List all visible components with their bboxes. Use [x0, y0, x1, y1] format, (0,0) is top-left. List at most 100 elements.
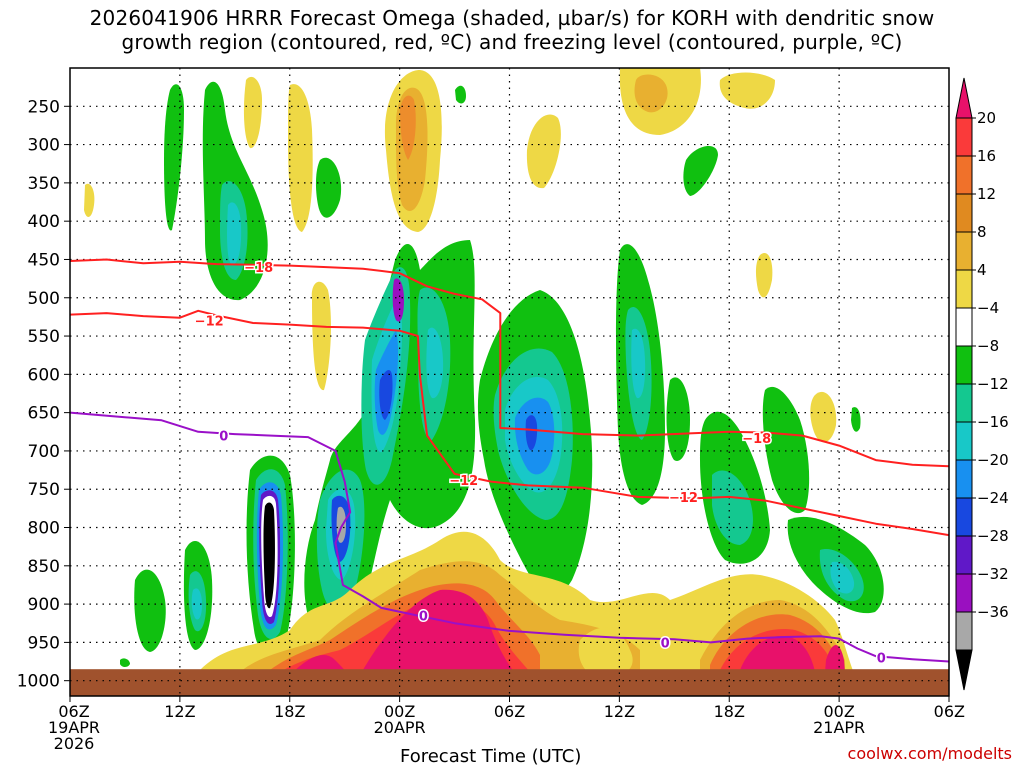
colorbar-swatch [955, 573, 973, 613]
colorbar-swatch [955, 383, 973, 423]
y-tick-label: 850 [28, 557, 60, 577]
omega-cell [455, 85, 466, 104]
colorbar-swatch [955, 307, 973, 347]
omega-cell [360, 589, 520, 685]
y-tick-label: 500 [28, 289, 60, 309]
contour-label: −12 [669, 491, 698, 506]
x-tick-label: 19APR [48, 718, 100, 737]
x-tick-label: 2026 [54, 734, 95, 753]
colorbar-label: −20 [977, 451, 1009, 469]
colorbar-label: 16 [977, 147, 996, 165]
colorbar-swatch [955, 155, 973, 195]
contour-label: −18 [742, 432, 771, 447]
y-tick-label: 300 [28, 136, 60, 156]
chart-title: 2026041906 HRRR Forecast Omega (shaded, … [0, 6, 1024, 54]
omega-cell [634, 74, 668, 113]
colorbar-swatch [955, 117, 973, 157]
omega-cell [525, 415, 538, 451]
omega-cell [191, 588, 202, 620]
omega-cell [400, 95, 416, 160]
omega-cell [392, 278, 404, 322]
omega-cell [134, 569, 166, 652]
omega-cell [810, 391, 837, 443]
contour-label: −18 [244, 261, 273, 276]
omega-cell [379, 370, 393, 420]
x-tick-label: 18Z [274, 702, 305, 721]
x-tick-label: 06Z [58, 702, 89, 721]
colorbar-swatch [955, 193, 973, 233]
colorbar-swatch [955, 269, 973, 309]
credit-link[interactable]: coolwx.com/modelts [847, 744, 1012, 763]
isotherm-line [70, 258, 949, 468]
omega-cell [683, 145, 718, 196]
omega-cell [288, 84, 313, 232]
colorbar-swatch [955, 535, 973, 575]
colorbar-label: 8 [977, 223, 987, 241]
y-tick-label: 650 [28, 404, 60, 424]
x-tick-label: 00Z [823, 702, 854, 721]
colorbar-label: −16 [977, 413, 1009, 431]
omega-cell [666, 377, 690, 461]
y-tick-label: 550 [28, 327, 60, 347]
omega-cell [526, 114, 561, 189]
colorbar-cap-bottom [955, 649, 973, 691]
omega-cell [311, 281, 331, 391]
isotherm-line [70, 411, 949, 663]
contour-label: 0 [877, 652, 886, 667]
omega-cell [631, 328, 646, 399]
colorbar-label: −28 [977, 527, 1009, 545]
omega-cell [426, 327, 444, 399]
contour-label: 0 [219, 430, 228, 445]
y-tick-label: 350 [28, 174, 60, 194]
x-tick-label: 12Z [164, 702, 195, 721]
omega-cell [263, 502, 275, 609]
colorbar-swatch [955, 231, 973, 271]
colorbar-label: −24 [977, 489, 1009, 507]
y-tick-label: 800 [28, 519, 60, 539]
omega-positive-aloft [84, 68, 837, 443]
y-tick-label: 1000 [17, 672, 60, 692]
contour-label: 0 [661, 636, 670, 651]
x-tick-label: 21APR [813, 718, 865, 737]
chart-title-line2: growth region (contoured, red, ºC) and f… [121, 30, 903, 54]
isotherm-contours [70, 258, 949, 663]
x-tick-label: 06Z [494, 702, 525, 721]
y-tick-label: 950 [28, 633, 60, 653]
colorbar-label: 4 [977, 261, 987, 279]
colorbar-swatch [955, 421, 973, 461]
omega-cell [243, 76, 262, 149]
omega-shading [84, 68, 884, 685]
x-tick-label: 18Z [714, 702, 745, 721]
x-tick-label: 20APR [374, 718, 426, 737]
omega-cell [164, 84, 184, 231]
y-tick-label: 750 [28, 480, 60, 500]
y-tick-label: 400 [28, 212, 60, 232]
colorbar-swatch [955, 611, 973, 651]
omega-cell [755, 252, 773, 298]
omega-cell [227, 202, 242, 265]
y-tick-label: 450 [28, 250, 60, 270]
omega-cell [315, 157, 342, 218]
colorbar-label: 20 [977, 109, 996, 127]
colorbar-swatch [955, 459, 973, 499]
y-axis: 250 300 350 400 450 500 550 600 650 700 750 800 850 9… [17, 97, 70, 692]
omega-cell [712, 470, 753, 545]
contour-label: −12 [195, 315, 224, 330]
y-tick-label: 900 [28, 595, 60, 615]
x-axis-title: Forecast Time (UTC) [400, 746, 582, 767]
omega-cell [120, 658, 130, 667]
contour-label: 0 [419, 610, 428, 625]
omega-cell [719, 72, 775, 109]
y-tick-label: 700 [28, 442, 60, 462]
colorbar-swatch [955, 497, 973, 537]
colorbar-label: −4 [977, 299, 999, 317]
omega-cell [830, 561, 855, 594]
gridlines [70, 68, 949, 696]
contour-labels: −18 −12 0 −12 −18 −12 0 0 0 [193, 260, 887, 669]
y-tick-label: 600 [28, 365, 60, 385]
colorbar-swatch [955, 345, 973, 385]
colorbar: 20 16 12 8 4 −4 −8 −12 −16 −20 −24 −28 −32 −36 [955, 77, 1009, 691]
omega-negative [120, 81, 884, 667]
